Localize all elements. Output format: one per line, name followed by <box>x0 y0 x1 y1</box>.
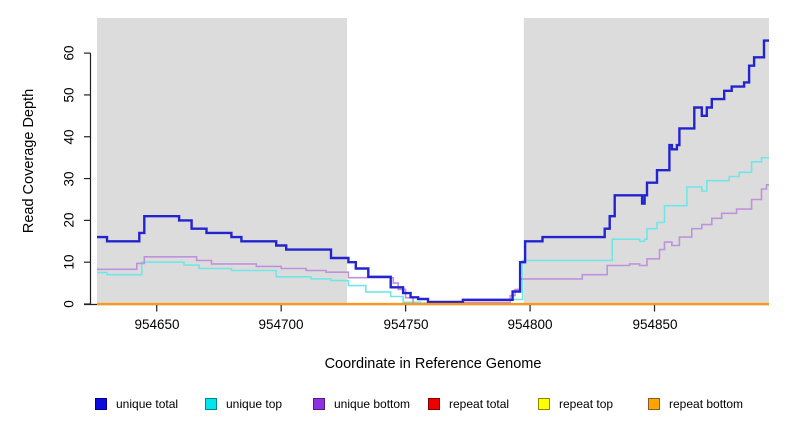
legend-label: unique total <box>116 397 179 411</box>
legend-label: unique bottom <box>334 397 411 411</box>
legend-swatch-unique-total <box>95 398 107 410</box>
legend-swatch-repeat-top <box>538 398 550 410</box>
y-tick-label: 30 <box>61 171 77 187</box>
y-axis-title: Read Coverage Depth <box>21 88 37 234</box>
legend-swatch-unique-top <box>205 398 217 410</box>
legend-label: repeat total <box>449 397 510 411</box>
x-tick-label: 954750 <box>383 317 429 332</box>
x-tick-label: 954850 <box>632 317 678 332</box>
legend-item: unique bottom <box>313 396 410 412</box>
legend-swatch-unique-bottom <box>313 398 325 410</box>
y-tick-label: 50 <box>61 87 77 103</box>
x-tick-label: 954700 <box>258 317 304 332</box>
legend-label: repeat top <box>559 397 614 411</box>
legend-item: repeat bottom <box>648 396 743 412</box>
legend-swatch-repeat-total <box>428 398 440 410</box>
legend-label: unique top <box>226 397 283 411</box>
legend-swatch-repeat-bottom <box>648 398 660 410</box>
y-tick-label: 10 <box>61 254 77 270</box>
y-tick-label: 0 <box>61 300 77 308</box>
y-tick-label: 60 <box>61 45 77 61</box>
y-tick-label: 40 <box>61 129 77 145</box>
x-axis-title: Coordinate in Reference Genome <box>324 356 542 372</box>
y-tick-label: 20 <box>61 212 77 228</box>
legend-item: unique total <box>95 396 178 412</box>
legend-label: repeat bottom <box>669 397 744 411</box>
legend-item: repeat total <box>428 396 509 412</box>
x-tick-label: 954650 <box>134 317 180 332</box>
legend-item: unique top <box>205 396 282 412</box>
legend-item: repeat top <box>538 396 613 412</box>
x-tick-label: 954800 <box>507 317 553 332</box>
